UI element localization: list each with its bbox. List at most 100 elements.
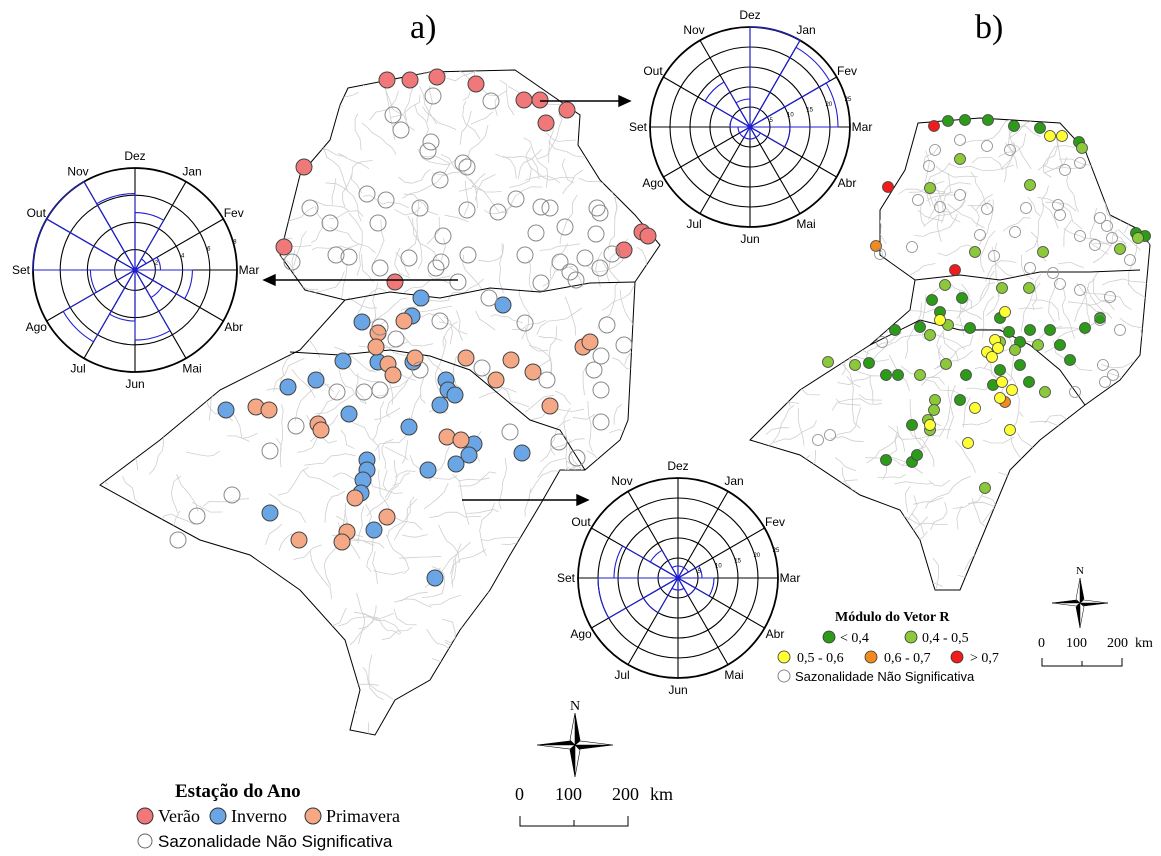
river-segment xyxy=(582,362,589,396)
river-segment xyxy=(1027,196,1041,216)
river-segment xyxy=(965,570,995,590)
river-segment xyxy=(1128,439,1150,475)
river-segment xyxy=(392,516,423,531)
river-segment xyxy=(219,668,243,696)
river-segment xyxy=(1145,432,1150,452)
river-segment xyxy=(1085,418,1126,424)
river-segment xyxy=(537,516,554,536)
station-marker-b xyxy=(1054,339,1066,351)
river-segment xyxy=(831,398,882,411)
legend-swatch-05-06 xyxy=(777,650,791,664)
river-segment xyxy=(393,608,417,626)
legend-label-06-07: 0,6 - 0,7 xyxy=(884,651,931,666)
river-segment xyxy=(928,479,951,487)
station-marker-a xyxy=(550,433,568,451)
station-marker-a xyxy=(556,218,574,236)
river-segment xyxy=(392,472,411,486)
rose-month-label: Jun xyxy=(740,232,759,246)
river-segment xyxy=(274,136,291,160)
river-segment xyxy=(1119,317,1150,340)
river-segment xyxy=(935,165,978,178)
river-segment xyxy=(1000,582,1040,588)
river-segment xyxy=(187,673,217,695)
river-segment xyxy=(257,682,285,702)
river-segment xyxy=(528,345,553,375)
river-segment xyxy=(330,659,341,712)
river-segment xyxy=(515,630,560,653)
station-marker-b xyxy=(1114,243,1126,255)
station-marker-b xyxy=(964,322,976,334)
river-segment xyxy=(267,646,290,675)
station-marker-b xyxy=(996,376,1008,388)
river-segment xyxy=(329,226,376,254)
north-arrow-a-star-light xyxy=(536,712,614,778)
rose-spoke xyxy=(749,126,801,214)
station-marker-b xyxy=(1069,386,1081,398)
river-segment xyxy=(1048,275,1058,323)
river-segment xyxy=(800,515,825,552)
river-segment xyxy=(471,696,495,735)
river-segment xyxy=(923,191,967,227)
river-segment xyxy=(298,708,329,718)
river-segment xyxy=(868,535,919,546)
river-segment xyxy=(265,523,283,546)
station-marker-b xyxy=(1044,130,1056,142)
river-segment xyxy=(797,407,805,446)
station-marker-a xyxy=(321,214,339,232)
river-segment xyxy=(794,500,834,529)
river-segment xyxy=(599,699,642,713)
station-marker-b xyxy=(914,369,926,381)
river-segment xyxy=(297,709,328,728)
river-segment xyxy=(176,473,199,512)
station-marker-a xyxy=(538,371,556,389)
river-segment xyxy=(846,585,868,590)
river-segment xyxy=(1089,207,1109,255)
river-segment xyxy=(128,631,147,648)
scale-b-tick-100: 100 xyxy=(1066,636,1087,651)
river-segment xyxy=(361,122,397,155)
station-marker-a xyxy=(480,289,498,307)
river-segment xyxy=(126,114,164,141)
river-segment xyxy=(458,477,490,482)
river-segment xyxy=(373,570,404,575)
river-segment xyxy=(765,427,790,435)
station-marker-a xyxy=(367,338,385,356)
river-segment xyxy=(325,182,362,222)
river-segment xyxy=(249,697,264,710)
river-segment xyxy=(484,206,513,214)
river-segment xyxy=(790,251,841,261)
station-marker-a xyxy=(482,92,500,110)
river-segment xyxy=(1144,484,1150,514)
river-segment xyxy=(280,345,294,389)
river-segment xyxy=(354,113,362,151)
river-segment xyxy=(986,287,1001,317)
river-segment xyxy=(540,647,564,678)
station-marker-a xyxy=(401,71,419,89)
river-segment xyxy=(978,270,995,303)
legend-label-primavera: Primavera xyxy=(326,806,400,826)
river-segment xyxy=(293,544,322,560)
river-segment xyxy=(1119,185,1141,222)
station-marker-a xyxy=(459,246,477,264)
river-segment xyxy=(467,670,494,691)
river-segment xyxy=(438,321,468,335)
river-segment xyxy=(313,200,350,211)
river-segment xyxy=(1116,413,1126,471)
river-segment xyxy=(954,440,976,473)
station-marker-a xyxy=(568,449,586,467)
river-segment xyxy=(256,329,284,350)
river-segment xyxy=(1082,446,1106,470)
rose-petal-nov xyxy=(735,98,751,130)
river-segment xyxy=(859,202,883,229)
river-segment xyxy=(156,554,163,584)
station-marker-b xyxy=(981,203,993,215)
station-marker-a xyxy=(371,318,389,336)
river-segment xyxy=(223,609,269,632)
station-marker-b xyxy=(999,306,1011,318)
station-marker-a xyxy=(283,253,301,271)
river-segment xyxy=(570,70,595,94)
station-marker-b xyxy=(939,279,951,291)
map-a-state-border-north xyxy=(344,281,636,301)
river-segment xyxy=(498,244,505,294)
river-segment xyxy=(537,113,563,160)
